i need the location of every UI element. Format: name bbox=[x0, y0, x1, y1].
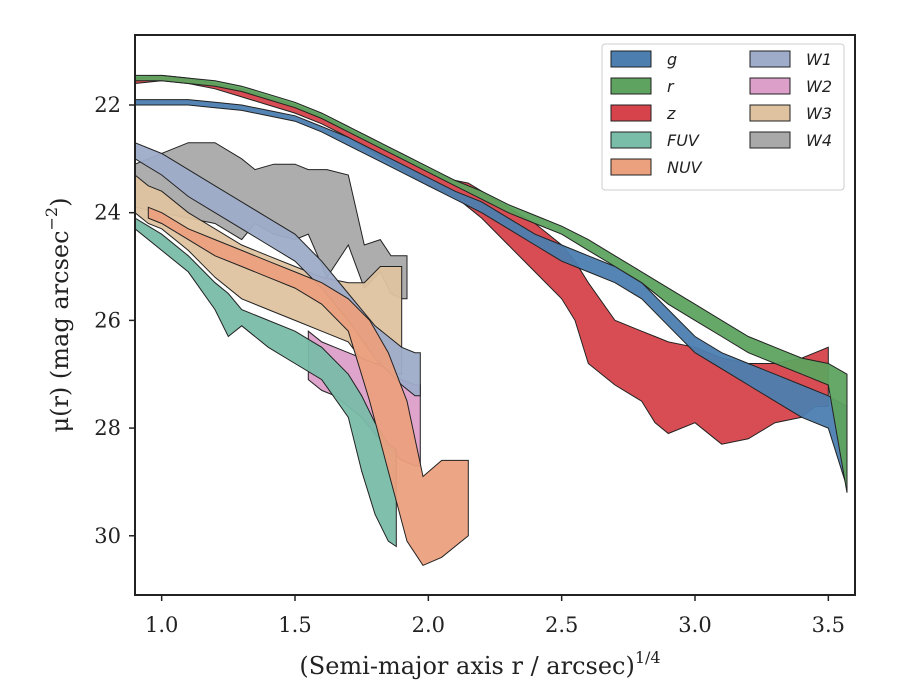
legend-swatch-w4 bbox=[749, 131, 791, 149]
y-axis-label-exponent: −2 bbox=[42, 207, 61, 231]
legend-swatch-z bbox=[610, 104, 652, 122]
legend: grz FUV NUV W1 W2 W3 W4 bbox=[601, 43, 845, 191]
x-axis-label-exponent: 1/4 bbox=[635, 648, 661, 667]
y-tick-label: 24 bbox=[94, 201, 121, 225]
y-tick-label: 28 bbox=[94, 416, 121, 440]
y-axis-label-close: ) bbox=[46, 198, 74, 207]
series-layer bbox=[135, 74, 848, 567]
x-tick-label: 2.5 bbox=[545, 613, 578, 637]
legend-label-fuv: FUV bbox=[667, 131, 700, 150]
x-tick-label: 3.0 bbox=[678, 613, 711, 637]
legend-swatch-g bbox=[610, 50, 652, 68]
x-tick-label: 1.0 bbox=[145, 613, 178, 637]
legend-label-g: g bbox=[667, 50, 677, 69]
x-axis-label: (Semi-major axis r / arcsec)1/4 bbox=[299, 648, 660, 680]
legend-label-w2: W2 bbox=[806, 77, 832, 96]
legend-label-r: r bbox=[667, 77, 675, 96]
legend-label-nuv: NUV bbox=[667, 158, 703, 177]
legend-label-w3: W3 bbox=[806, 104, 832, 123]
legend-swatch-w1 bbox=[749, 50, 791, 68]
legend-label-w4: W4 bbox=[806, 131, 832, 150]
x-axis: 1.0 1.5 2.0 2.5 3.0 3.5 bbox=[145, 595, 845, 637]
plot-frame bbox=[134, 34, 856, 596]
series-band-w1 bbox=[135, 142, 421, 397]
y-tick-label: 26 bbox=[94, 308, 121, 332]
y-axis: 22 24 26 28 30 bbox=[94, 93, 135, 548]
series-band-nuv bbox=[147, 206, 469, 567]
legend-swatch-w3 bbox=[749, 104, 791, 122]
y-tick-label: 22 bbox=[94, 93, 121, 117]
legend-label-w1: W1 bbox=[806, 50, 832, 69]
legend-swatch-fuv bbox=[610, 131, 652, 149]
y-tick-label: 30 bbox=[94, 524, 121, 548]
legend-swatch-w2 bbox=[749, 77, 791, 95]
legend-swatch-nuv bbox=[610, 158, 652, 176]
x-tick-label: 1.5 bbox=[278, 613, 311, 637]
legend-label-z: z bbox=[666, 104, 676, 123]
x-tick-label: 3.5 bbox=[812, 613, 845, 637]
x-tick-label: 2.0 bbox=[412, 613, 445, 637]
y-axis-label: μ(r) (mag arcsec−2) bbox=[42, 198, 74, 433]
legend-swatch-r bbox=[610, 77, 652, 95]
series-band-fuv bbox=[135, 217, 397, 548]
series-band-r bbox=[135, 74, 848, 493]
